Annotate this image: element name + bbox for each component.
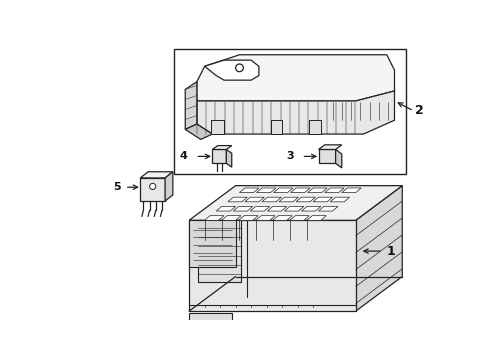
Text: 2: 2 (416, 104, 424, 117)
Text: 1: 1 (387, 244, 395, 258)
Polygon shape (285, 206, 304, 211)
Polygon shape (185, 124, 212, 139)
Polygon shape (197, 91, 394, 134)
Polygon shape (262, 197, 281, 202)
Polygon shape (290, 216, 309, 220)
Polygon shape (318, 149, 336, 163)
Polygon shape (257, 188, 276, 193)
Polygon shape (211, 120, 224, 134)
Polygon shape (342, 188, 361, 193)
Polygon shape (226, 149, 232, 167)
Polygon shape (140, 172, 173, 178)
Circle shape (149, 183, 156, 189)
Polygon shape (336, 149, 342, 168)
Polygon shape (212, 145, 232, 149)
Polygon shape (273, 216, 292, 220)
Polygon shape (189, 220, 356, 311)
Polygon shape (291, 188, 310, 193)
Text: 4: 4 (180, 152, 188, 161)
Polygon shape (216, 206, 236, 211)
Polygon shape (318, 145, 342, 149)
Bar (173, 49, 406, 174)
Polygon shape (270, 120, 282, 134)
Polygon shape (221, 216, 241, 220)
Polygon shape (197, 55, 394, 101)
Polygon shape (205, 216, 224, 220)
Polygon shape (140, 178, 165, 201)
Polygon shape (301, 206, 321, 211)
Polygon shape (309, 120, 321, 134)
Polygon shape (165, 172, 173, 201)
Polygon shape (189, 220, 236, 266)
Polygon shape (185, 82, 197, 130)
Polygon shape (318, 206, 338, 211)
Polygon shape (273, 188, 293, 193)
Circle shape (236, 64, 244, 72)
Polygon shape (296, 197, 316, 202)
Text: 5: 5 (113, 182, 121, 192)
Polygon shape (250, 206, 270, 211)
Polygon shape (356, 186, 402, 311)
Polygon shape (245, 197, 264, 202)
Polygon shape (240, 188, 259, 193)
Polygon shape (189, 313, 232, 351)
Polygon shape (325, 188, 344, 193)
Polygon shape (233, 206, 253, 211)
Polygon shape (308, 188, 327, 193)
Polygon shape (205, 60, 259, 80)
Polygon shape (239, 216, 258, 220)
Polygon shape (198, 220, 241, 282)
Polygon shape (279, 197, 298, 202)
Polygon shape (212, 149, 226, 163)
Polygon shape (189, 186, 402, 220)
Polygon shape (307, 216, 326, 220)
Polygon shape (256, 216, 275, 220)
Polygon shape (313, 197, 333, 202)
Polygon shape (228, 197, 247, 202)
Polygon shape (268, 206, 287, 211)
Polygon shape (330, 197, 349, 202)
Text: 3: 3 (286, 152, 294, 161)
